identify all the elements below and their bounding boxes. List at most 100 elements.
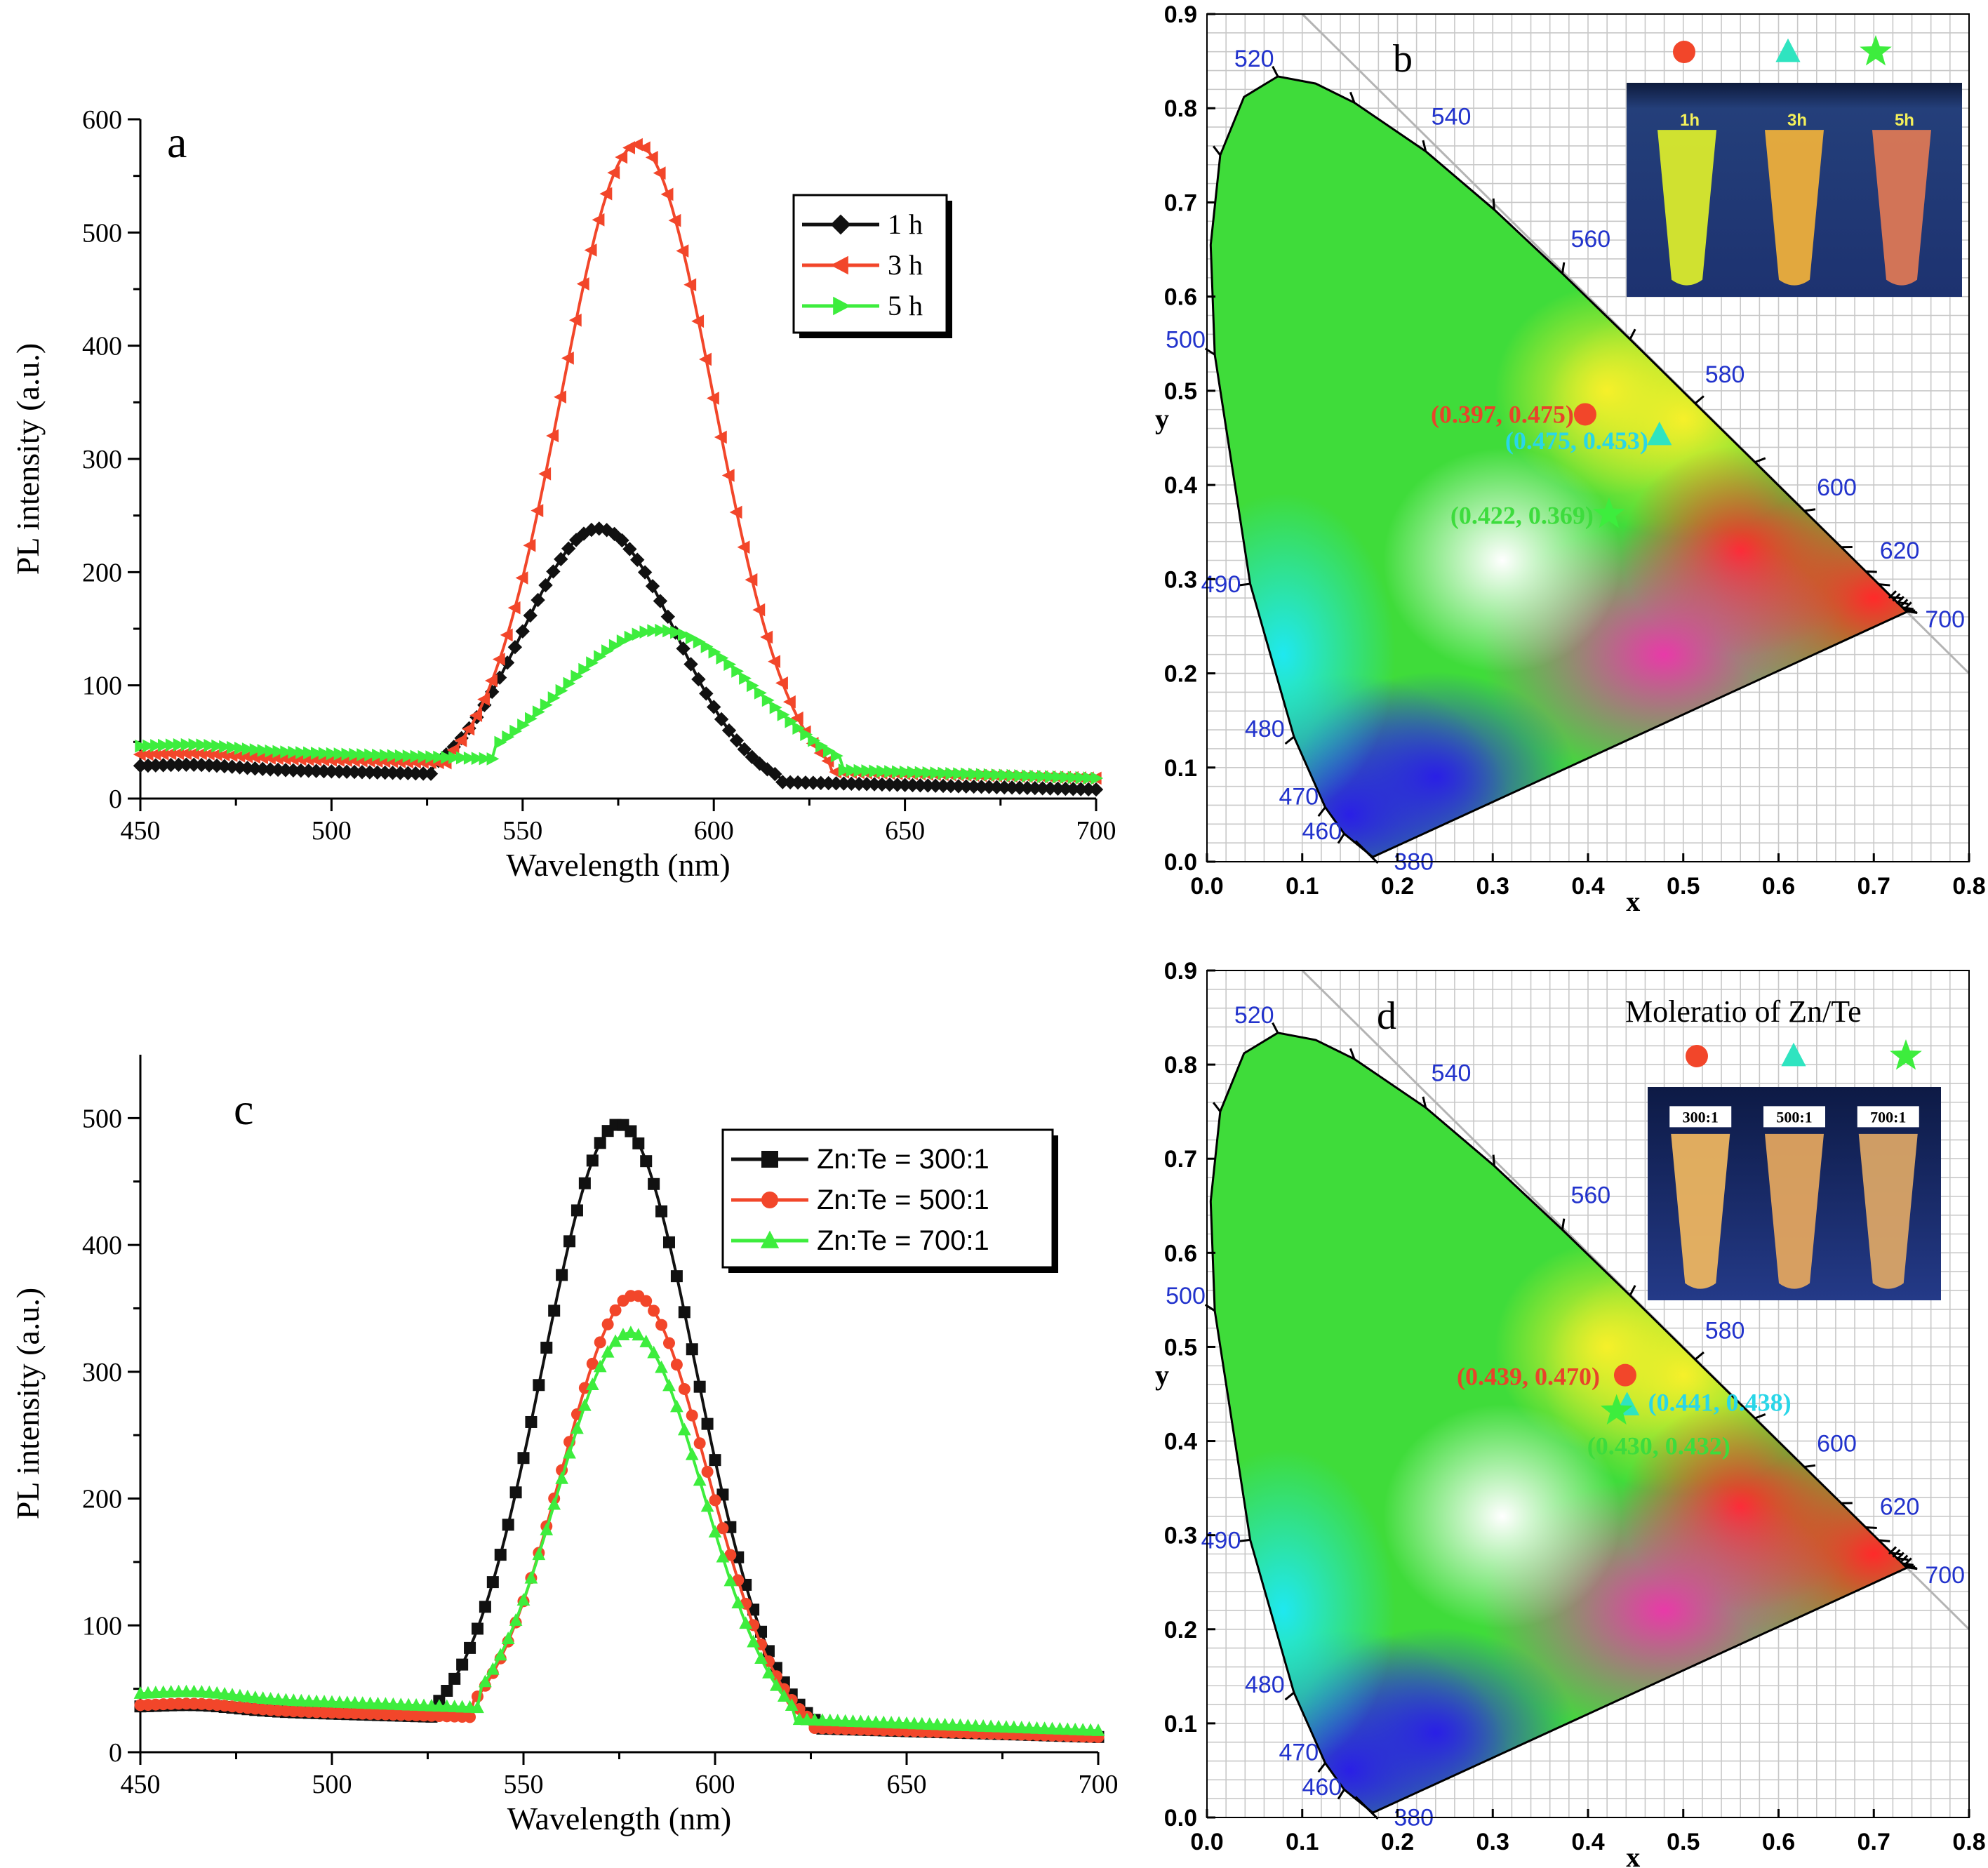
x-tick-label: 0.1 xyxy=(1286,873,1319,900)
data-point xyxy=(1020,780,1035,795)
data-point xyxy=(815,739,828,753)
wavelength-tick xyxy=(1754,1413,1766,1420)
data-point xyxy=(838,763,851,777)
wavelength-tick xyxy=(1694,1351,1705,1361)
wavelength-tick xyxy=(1865,570,1877,573)
data-point xyxy=(378,754,391,768)
data-point xyxy=(928,778,943,793)
wavelength-tick xyxy=(1317,806,1326,818)
data-point xyxy=(232,749,246,763)
inset-legend-marker-star xyxy=(1860,35,1892,66)
data-point xyxy=(462,722,475,736)
data-point xyxy=(829,776,843,791)
data-point xyxy=(324,764,339,779)
data-point xyxy=(469,709,483,722)
x-tick-label: 0.5 xyxy=(1667,1829,1700,1855)
wavelength-tick xyxy=(1239,1538,1250,1542)
data-point xyxy=(935,778,951,794)
data-point xyxy=(187,747,199,761)
data-point xyxy=(140,747,154,761)
data-point xyxy=(201,758,217,773)
data-point xyxy=(898,778,912,792)
wavelength-tick xyxy=(1754,457,1766,464)
legend-label: Zn:Te = 700:1 xyxy=(817,1225,989,1256)
data-point xyxy=(701,1465,714,1478)
data-point xyxy=(714,712,729,727)
y-tick-label: 100 xyxy=(82,672,122,701)
data-point xyxy=(648,1305,660,1317)
legend-label: Zn:Te = 300:1 xyxy=(817,1144,989,1175)
y-axis-title: PL intensity (a.u.) xyxy=(10,343,46,575)
data-point xyxy=(907,766,920,779)
wavelength-label-500: 500 xyxy=(1166,326,1206,353)
data-point xyxy=(829,765,842,779)
y-tick-label: 0.3 xyxy=(1164,566,1197,593)
cie-point-triangle xyxy=(1647,421,1672,446)
data-point xyxy=(752,603,766,617)
data-point xyxy=(922,766,935,780)
data-point xyxy=(678,1382,691,1395)
data-point xyxy=(563,1235,576,1248)
data-point xyxy=(869,764,882,778)
x-tick-label: 600 xyxy=(694,816,734,846)
data-point xyxy=(316,753,330,767)
y-tick-label: 0.9 xyxy=(1164,1,1197,28)
data-point xyxy=(571,1204,583,1217)
data-point xyxy=(525,712,538,726)
data-point xyxy=(639,1335,653,1347)
data-point xyxy=(637,141,651,155)
data-point xyxy=(248,750,261,764)
wavelength-tick xyxy=(1903,1557,1912,1566)
data-point xyxy=(586,656,599,669)
legend-marker xyxy=(761,1151,778,1168)
data-point xyxy=(747,1634,760,1648)
data-point xyxy=(164,757,178,773)
data-point xyxy=(859,777,874,792)
wavelength-tick xyxy=(1892,1549,1901,1558)
wavelength-tick xyxy=(1561,1218,1566,1230)
data-point xyxy=(853,763,867,778)
data-point xyxy=(709,1494,721,1507)
data-point xyxy=(630,552,645,567)
data-point xyxy=(156,758,171,773)
wavelength-tick xyxy=(1803,508,1816,512)
inset-tube xyxy=(1765,130,1824,286)
data-point xyxy=(515,624,530,639)
data-point xyxy=(930,766,943,780)
wavelength-tick xyxy=(1272,65,1279,77)
data-point xyxy=(716,1549,730,1563)
data-point xyxy=(464,1641,476,1654)
data-point xyxy=(647,624,660,638)
data-point xyxy=(968,768,981,781)
data-point xyxy=(683,657,698,672)
data-point xyxy=(441,750,454,764)
data-point xyxy=(701,1417,714,1430)
wavelength-label-580: 580 xyxy=(1705,1317,1745,1344)
data-point xyxy=(502,730,515,744)
data-point xyxy=(547,1497,561,1510)
data-point xyxy=(1075,770,1088,785)
data-point xyxy=(448,1672,461,1685)
data-point xyxy=(754,686,767,700)
legend-marker xyxy=(830,214,851,235)
data-point xyxy=(288,745,301,759)
data-point xyxy=(240,749,253,763)
data-point xyxy=(699,352,712,366)
wavelength-tick xyxy=(1906,1566,1918,1570)
data-point xyxy=(693,635,706,649)
wavelength-tick xyxy=(1272,1022,1279,1034)
data-point xyxy=(790,711,803,725)
data-point xyxy=(310,747,323,760)
data-point xyxy=(1088,782,1104,797)
data-point xyxy=(586,1154,599,1167)
panel-letter: c xyxy=(234,1084,253,1134)
data-point xyxy=(647,1345,660,1359)
data-point xyxy=(1043,781,1058,796)
data-point xyxy=(660,609,676,624)
data-point xyxy=(278,752,291,766)
y-tick-label: 400 xyxy=(82,1231,122,1260)
data-point xyxy=(156,747,169,761)
cie-point-circle xyxy=(1613,1363,1636,1387)
inset-label: 300:1 xyxy=(1683,1108,1719,1126)
x-tick-label: 500 xyxy=(312,1770,352,1799)
